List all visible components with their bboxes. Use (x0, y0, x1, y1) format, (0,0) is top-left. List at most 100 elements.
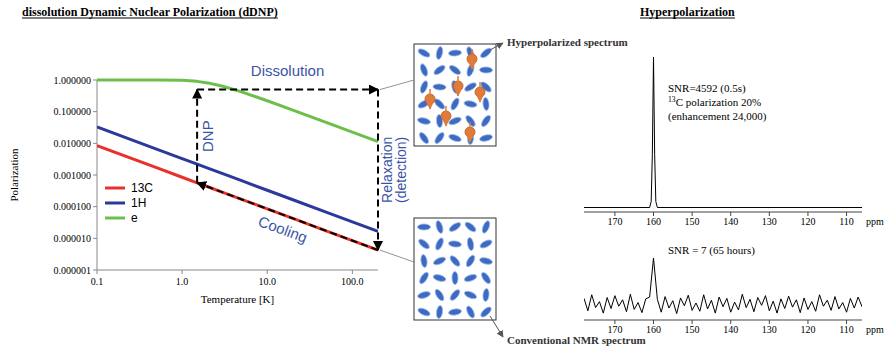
title-underline (640, 18, 735, 19)
nuclear-spin (418, 131, 430, 145)
nuclear-spin (466, 63, 476, 77)
x-tick (352, 270, 353, 274)
nuclear-spin (464, 100, 478, 108)
spectrum-marks (584, 258, 862, 314)
label-arrow (490, 316, 503, 337)
annotation: Dissolution (251, 62, 324, 79)
x-tick (267, 270, 268, 274)
x-tick-label: 170 (607, 216, 622, 227)
figure: dissolution Dynamic Nuclear Polarization… (0, 0, 896, 351)
nuclear-spin (482, 97, 489, 111)
y-tick-label: 0.010000 (54, 138, 92, 149)
nuclear-spin (417, 307, 431, 318)
x-tick-label: 110 (839, 324, 854, 335)
y-tick (93, 175, 97, 176)
y-tick (93, 206, 97, 207)
spectrum-line (584, 57, 862, 207)
label-arrow (490, 43, 503, 50)
x-tick-label: 0.1 (91, 276, 104, 287)
nuclear-spin (479, 67, 492, 73)
spin-box (414, 218, 496, 320)
spin-box (414, 44, 496, 146)
x-tick-label: 10.0 (258, 276, 276, 287)
nuclear-spin (463, 273, 477, 283)
y-tick (93, 238, 97, 239)
x-tick-label: 170 (607, 324, 622, 335)
electron-spin-arrow (469, 122, 471, 142)
x-tick-label: 150 (685, 324, 700, 335)
annotation: DNP (199, 120, 216, 152)
nuclear-spin (418, 224, 431, 230)
nuclear-spin (449, 288, 462, 302)
legend-label: 1H (131, 196, 146, 210)
x-tick-label: 120 (800, 324, 815, 335)
nuclear-spin (465, 254, 477, 268)
spectrum-annotation: 13C polarization 20% (668, 95, 761, 108)
nuclear-spin (419, 63, 429, 77)
series-line (97, 146, 378, 251)
y-tick-label: 0.000010 (54, 233, 92, 244)
plot-marks (97, 80, 378, 250)
electron-spin-arrow (445, 106, 447, 126)
nuclear-spin (432, 256, 446, 267)
legend-swatch (105, 217, 125, 220)
nuclear-spin (433, 64, 447, 77)
nuclear-spin (448, 240, 462, 248)
electron-spin-arrow (429, 89, 431, 109)
x-axis-title: Temperature [K] (201, 293, 274, 305)
page: {"chart_data": [ {"type": "line", "title… (0, 0, 896, 351)
nuclear-spin (448, 133, 462, 143)
x-tick-label: 140 (723, 324, 738, 335)
x-tick (182, 270, 183, 274)
nuclear-spin (420, 254, 428, 268)
cycle-arrow (197, 89, 378, 91)
x-tick-label: 160 (646, 216, 661, 227)
y-tick-label: 0.000001 (54, 265, 92, 276)
electron-spin-arrow (457, 76, 459, 96)
spectrum-label: Conventional NMR spectrum (507, 334, 646, 346)
y-axis-title: Polarization (8, 148, 20, 202)
x-axis-title: ppm (866, 324, 884, 335)
nuclear-spin (448, 254, 461, 268)
legend-swatch (105, 202, 125, 205)
nuclear-spin (417, 237, 431, 250)
x-tick-label: 120 (800, 216, 815, 227)
spectrum-annotation: SNR = 7 (65 hours) (668, 244, 755, 257)
series-line (97, 80, 378, 142)
nuclear-spin (480, 271, 492, 285)
nuclear-spin (465, 305, 476, 319)
nuclear-spin (479, 47, 493, 60)
x-tick-label: 130 (762, 324, 777, 335)
legend-label: 13C (131, 181, 153, 195)
cycle-arrow (197, 183, 378, 250)
nuclear-spin (464, 221, 478, 234)
series-line (97, 127, 378, 232)
annotation: Cooling (256, 212, 310, 246)
nuclear-spin (448, 308, 462, 316)
x-tick-label: 160 (646, 324, 661, 335)
electron-spin-arrow (479, 82, 481, 102)
spectrum-annotation: SNR=4592 (0.5s) (668, 82, 746, 95)
nuclear-spin (434, 237, 445, 251)
nuclear-spin (480, 114, 492, 128)
panel-title: dissolution Dynamic Nuclear Polarization… (22, 5, 278, 19)
y-tick (93, 143, 97, 144)
x-tick-label: 140 (723, 216, 738, 227)
nuclear-spin (435, 220, 445, 234)
legend-label: e (131, 211, 138, 225)
legend-swatch (105, 187, 125, 190)
x-tick-label: 1.0 (176, 276, 189, 287)
nuclear-spin (417, 47, 431, 59)
superscript: 13 (668, 95, 676, 104)
x-tick-label: 100.0 (341, 276, 364, 287)
nuclear-spin (449, 97, 460, 111)
nuclear-spin (418, 271, 430, 285)
nuclear-spin (432, 273, 446, 282)
y-tick-label: 1.000000 (54, 75, 92, 86)
nuclear-spin (433, 84, 446, 91)
y-tick-label: 0.100000 (54, 106, 92, 117)
y-tick (93, 111, 97, 112)
spectrum-line (584, 258, 862, 314)
nuclear-spin (436, 305, 444, 319)
spectrum-label: Hyperpolarized spectrum (507, 36, 628, 48)
